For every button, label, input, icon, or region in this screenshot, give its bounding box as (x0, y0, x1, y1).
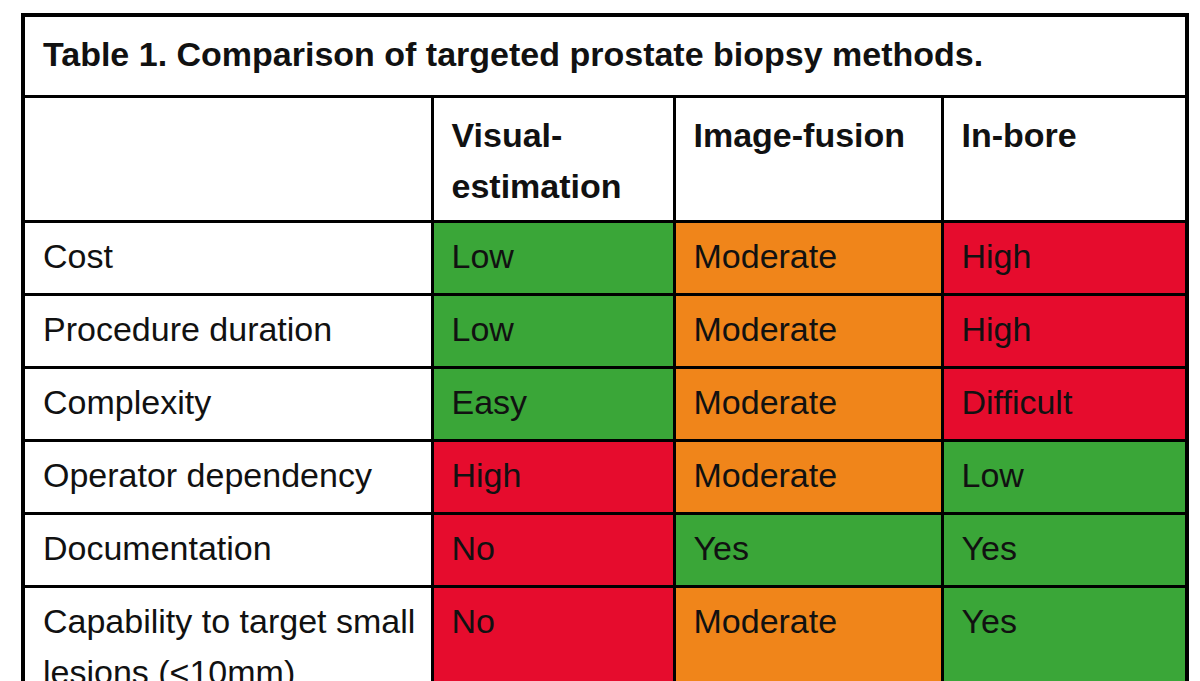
table-row-procedure-duration: Procedure duration Low Moderate High (23, 295, 1187, 368)
column-header-in-bore: In-bore (942, 97, 1187, 222)
value-cell: Difficult (942, 368, 1187, 441)
header-corner-cell (23, 97, 432, 222)
value-cell: No (432, 514, 674, 587)
table-title: Table 1. Comparison of targeted prostate… (23, 15, 1187, 97)
table-row-operator-dependency: Operator dependency High Moderate Low (23, 441, 1187, 514)
value-cell: Low (942, 441, 1187, 514)
table-row-cost: Cost Low Moderate High (23, 222, 1187, 295)
table-header-row: Visual-estimation Image-fusion In-bore (23, 97, 1187, 222)
value-cell: No (432, 587, 674, 681)
value-cell: High (942, 222, 1187, 295)
value-cell: Low (432, 295, 674, 368)
row-label: Cost (23, 222, 432, 295)
comparison-table-container: Table 1. Comparison of targeted prostate… (21, 13, 1189, 681)
value-cell: High (942, 295, 1187, 368)
value-cell: Easy (432, 368, 674, 441)
value-cell: Moderate (674, 587, 942, 681)
table-row-documentation: Documentation No Yes Yes (23, 514, 1187, 587)
table-row-small-lesion-capability: Capability to target small lesions (<10m… (23, 587, 1187, 681)
value-cell: Moderate (674, 368, 942, 441)
row-label: Documentation (23, 514, 432, 587)
value-cell: Low (432, 222, 674, 295)
biopsy-methods-comparison-table: Table 1. Comparison of targeted prostate… (21, 13, 1189, 681)
value-cell: Yes (942, 514, 1187, 587)
row-label: Operator dependency (23, 441, 432, 514)
row-label: Complexity (23, 368, 432, 441)
table-title-row: Table 1. Comparison of targeted prostate… (23, 15, 1187, 97)
column-header-visual-estimation: Visual-estimation (432, 97, 674, 222)
value-cell: High (432, 441, 674, 514)
row-label: Procedure duration (23, 295, 432, 368)
row-label: Capability to target small lesions (<10m… (23, 587, 432, 681)
value-cell: Moderate (674, 295, 942, 368)
table-row-complexity: Complexity Easy Moderate Difficult (23, 368, 1187, 441)
value-cell: Yes (942, 587, 1187, 681)
value-cell: Moderate (674, 222, 942, 295)
column-header-image-fusion: Image-fusion (674, 97, 942, 222)
value-cell: Yes (674, 514, 942, 587)
value-cell: Moderate (674, 441, 942, 514)
